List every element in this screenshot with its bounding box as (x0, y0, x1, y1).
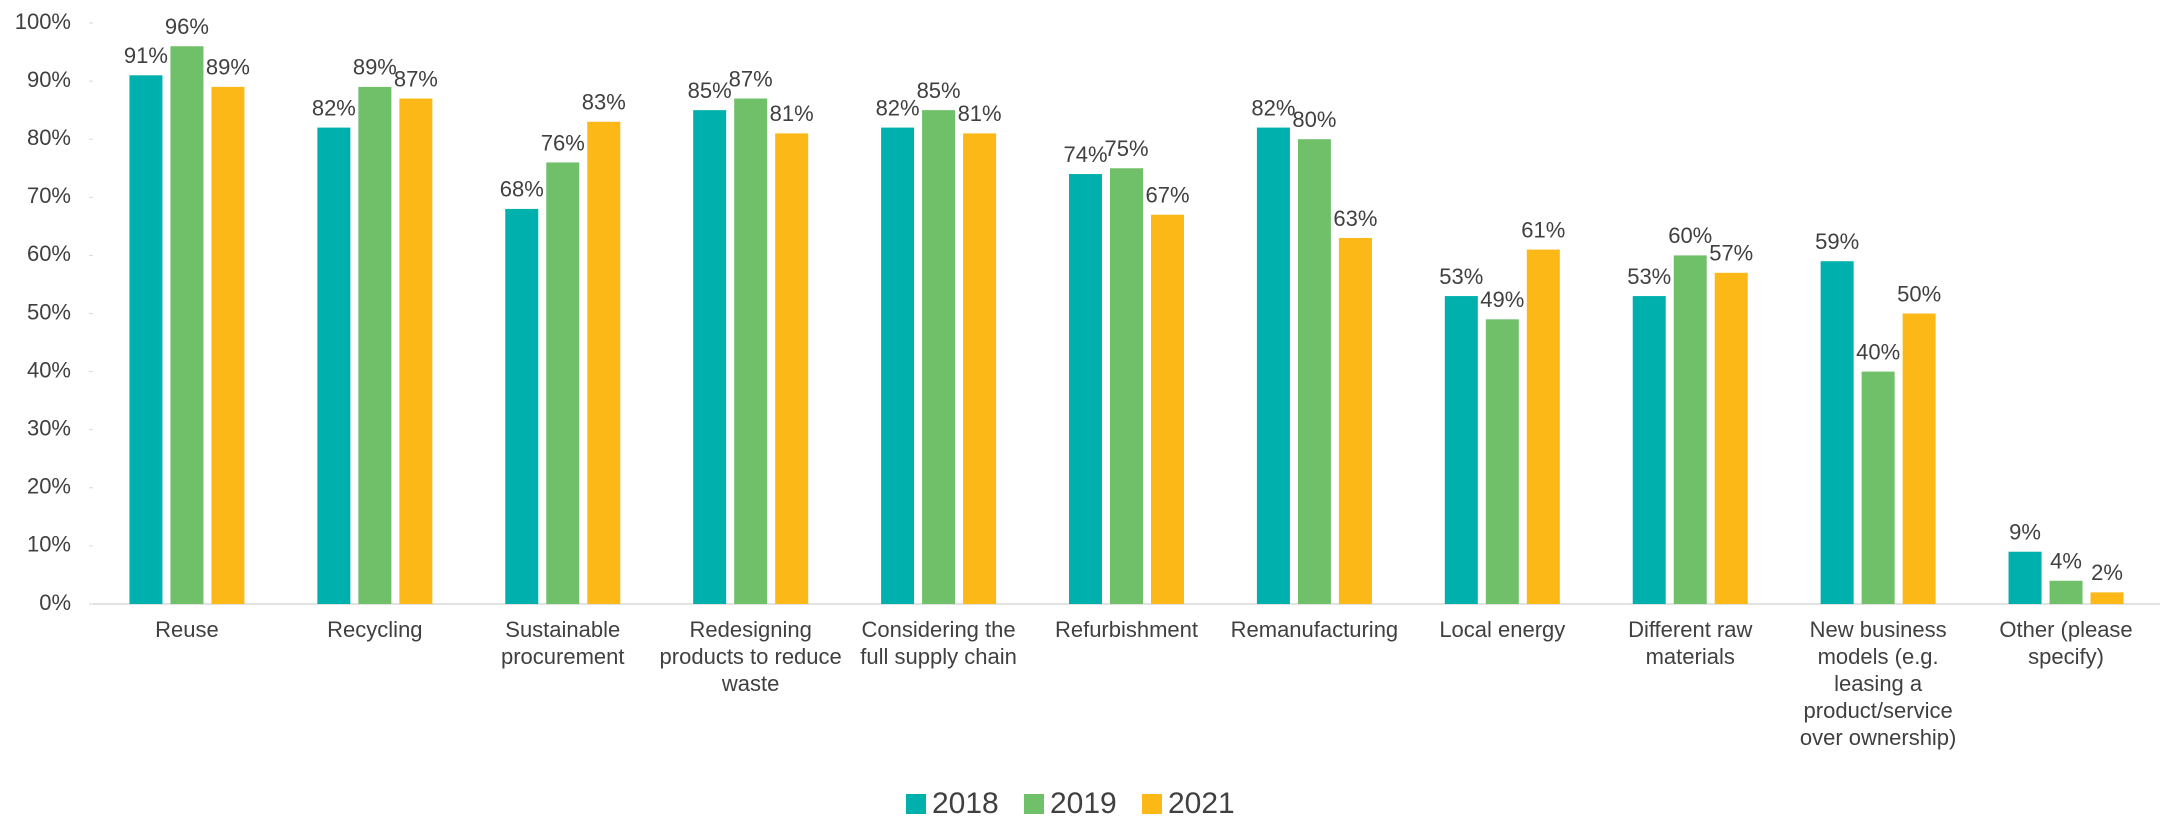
x-tick-label: New business models (e.g. leasing a prod… (1799, 617, 1957, 750)
y-tick-label: 50% (27, 299, 71, 324)
data-label: 40% (1856, 339, 1900, 364)
data-label: 63% (1333, 206, 1377, 231)
data-label: 68% (500, 177, 544, 202)
bar (775, 133, 809, 604)
bar (211, 86, 245, 604)
bar (881, 127, 915, 604)
bar (1526, 249, 1560, 604)
data-label: 76% (541, 130, 585, 155)
bar (1673, 255, 1707, 604)
legend-swatch (1142, 794, 1162, 814)
x-tick-label: Recycling (327, 617, 423, 642)
x-tick-label: Different raw materials (1628, 617, 1753, 669)
bar (1632, 296, 1666, 604)
data-label: 89% (353, 55, 397, 80)
y-tick-label: 20% (27, 474, 71, 499)
y-tick-label: 10% (27, 532, 71, 557)
data-label: 81% (958, 101, 1002, 126)
legend-label: 2019 (1050, 787, 1117, 820)
data-label: 49% (1480, 287, 1524, 312)
bar (1861, 371, 1895, 604)
bar (1485, 319, 1519, 604)
bar (1820, 261, 1854, 604)
x-tick-label: Remanufacturing (1230, 617, 1399, 642)
bar (2008, 551, 2042, 604)
data-label: 53% (1627, 264, 1671, 289)
legend-label: 2021 (1168, 787, 1235, 820)
legend-swatch (1024, 794, 1044, 814)
data-label: 82% (1251, 95, 1295, 120)
data-label: 59% (1815, 229, 1859, 254)
data-label: 53% (1439, 264, 1483, 289)
data-label: 96% (165, 14, 209, 39)
x-tick-label: Local energy (1439, 617, 1566, 642)
y-tick-label: 40% (27, 357, 71, 382)
bar (2090, 592, 2124, 604)
legend-swatch (906, 794, 926, 814)
bar (505, 208, 539, 605)
data-label: 61% (1521, 217, 1565, 242)
data-label: 87% (729, 66, 773, 91)
bar (2049, 580, 2083, 604)
bar (1069, 174, 1102, 604)
x-tick-label: Redesigning products to reduce waste (659, 617, 842, 696)
data-label: 89% (206, 55, 250, 80)
bar (129, 75, 163, 605)
data-label: 80% (1292, 107, 1336, 132)
bar (317, 127, 351, 604)
bar (1151, 214, 1184, 605)
data-label: 87% (394, 66, 438, 91)
data-label: 67% (1145, 183, 1189, 208)
y-tick-label: 70% (27, 183, 71, 208)
bar (963, 133, 997, 604)
bar (734, 98, 768, 604)
data-label: 82% (876, 95, 920, 120)
data-label: 75% (1104, 136, 1148, 161)
x-tick-label: Refurbishment (1054, 617, 1199, 642)
bar (1110, 168, 1143, 604)
bar (1256, 127, 1290, 604)
bar (1444, 296, 1478, 604)
data-label: 50% (1897, 281, 1941, 306)
y-tick-label: 90% (27, 67, 71, 92)
legend-label: 2018 (932, 787, 999, 820)
y-tick-label: 80% (27, 125, 71, 150)
y-tick-label: 30% (27, 416, 71, 441)
bar (170, 46, 204, 605)
bar (693, 110, 727, 605)
data-label: 57% (1709, 241, 1753, 266)
data-label: 85% (917, 78, 961, 103)
bar (1297, 139, 1331, 604)
data-label: 74% (1063, 142, 1107, 167)
x-tick-label: Considering the full supply chain (860, 617, 1017, 669)
bar (1714, 272, 1748, 604)
data-label: 83% (582, 90, 626, 115)
data-label: 60% (1668, 223, 1712, 248)
data-label: 85% (688, 78, 732, 103)
data-label: 9% (2009, 520, 2041, 545)
data-label: 91% (124, 43, 168, 68)
bar (399, 98, 433, 604)
x-tick-label: Reuse (155, 617, 219, 642)
bar (1338, 237, 1372, 604)
x-tick-label: Other (please specify) (1999, 617, 2133, 669)
bar (546, 162, 580, 604)
bar (1902, 313, 1936, 604)
bar (922, 110, 956, 605)
y-tick-label: 0% (39, 590, 71, 615)
x-tick-label: Sustainable procurement (501, 617, 625, 669)
y-tick-label: 100% (15, 9, 71, 34)
data-label: 81% (770, 101, 814, 126)
data-label: 82% (312, 95, 356, 120)
bar (358, 86, 392, 604)
y-tick-label: 60% (27, 241, 71, 266)
data-label: 2% (2091, 560, 2123, 585)
data-label: 4% (2050, 549, 2082, 574)
bar (587, 121, 621, 605)
